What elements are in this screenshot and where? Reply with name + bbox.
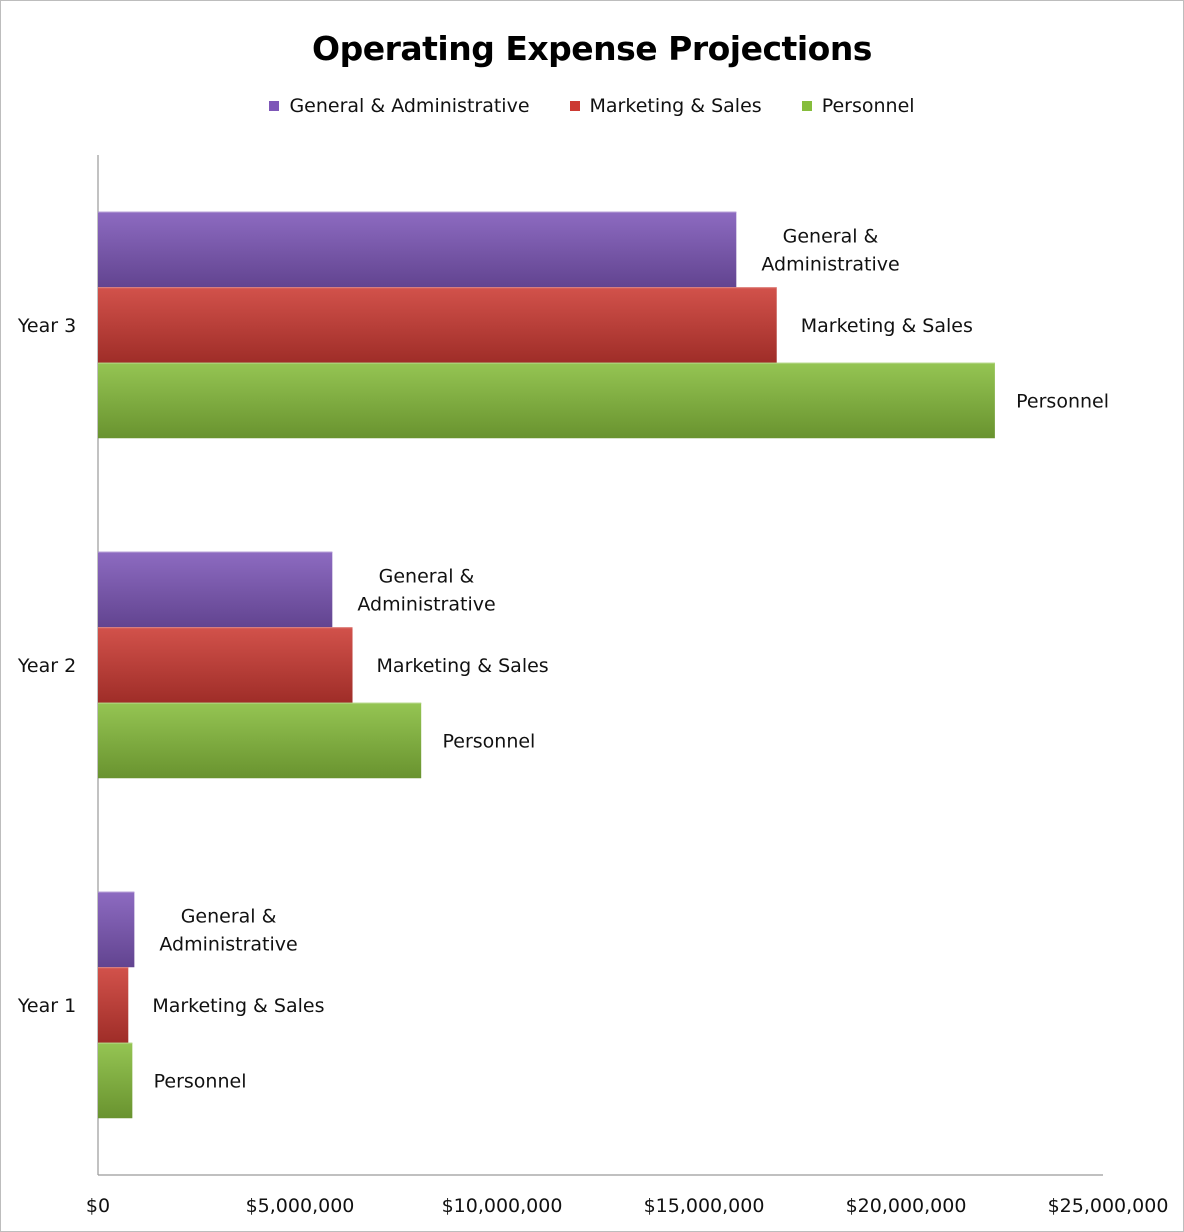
bar (98, 1042, 133, 1119)
legend-item-marketing-sales: Marketing & Sales (569, 95, 762, 117)
x-tick-label: $5,000,000 (246, 1195, 355, 1217)
y-category-label: Year 1 (17, 995, 76, 1017)
data-label: Marketing & Sales (801, 315, 973, 337)
bar (98, 211, 737, 288)
legend-label: Marketing & Sales (589, 95, 762, 117)
legend-item-personnel: Personnel (801, 95, 915, 117)
legend-label: General & Administrative (289, 95, 530, 117)
data-label: Personnel (1016, 391, 1109, 413)
data-label: Personnel (442, 731, 535, 753)
bar (98, 551, 333, 628)
x-tick-label: $10,000,000 (442, 1195, 563, 1217)
legend: General & Administrative Marketing & Sal… (1, 95, 1183, 117)
bar (98, 891, 135, 968)
legend-label: Personnel (821, 95, 915, 117)
data-label: General & Administrative (357, 566, 495, 616)
data-label: Marketing & Sales (152, 995, 324, 1017)
bar (98, 287, 777, 363)
x-tick-label: $20,000,000 (846, 1195, 967, 1217)
data-label: General & Administrative (761, 226, 899, 276)
x-tick-label: $25,000,000 (1048, 1195, 1169, 1217)
bar (98, 362, 995, 439)
legend-item-general-administrative: General & Administrative (269, 95, 530, 117)
data-label: Marketing & Sales (377, 655, 549, 677)
bar (98, 702, 422, 779)
bar (98, 967, 129, 1043)
x-tick-label: $15,000,000 (644, 1195, 765, 1217)
legend-swatch (569, 101, 580, 111)
legend-swatch (269, 101, 280, 111)
y-category-label: Year 3 (17, 315, 76, 337)
x-tick-label: $0 (86, 1195, 110, 1217)
y-category-label: Year 2 (17, 655, 76, 677)
legend-swatch (801, 101, 812, 111)
chart-title: Operating Expense Projections (312, 29, 872, 68)
bar (98, 627, 353, 703)
data-label: Personnel (154, 1071, 247, 1093)
data-label: General & Administrative (159, 906, 297, 956)
